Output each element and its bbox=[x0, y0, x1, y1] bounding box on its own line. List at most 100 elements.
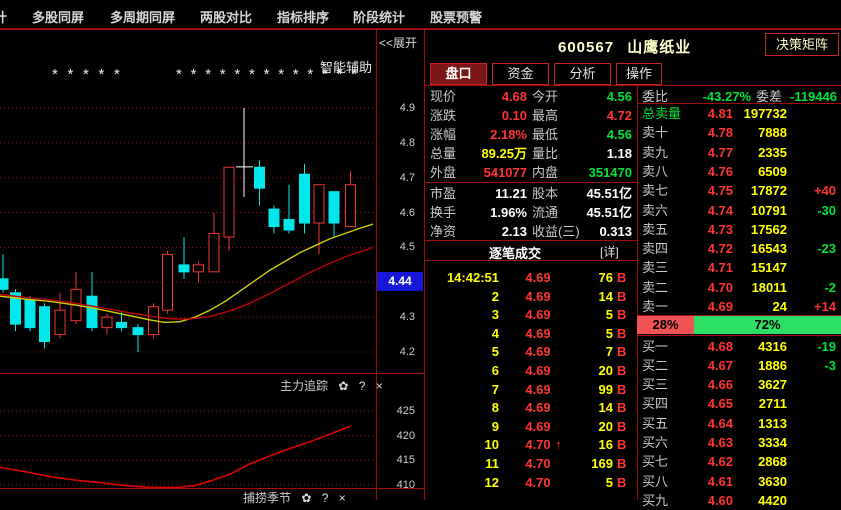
level-label: 买六 bbox=[642, 435, 669, 450]
order-level-row[interactable]: 买二 4.67 1886 -3 bbox=[637, 356, 841, 375]
level-price: 4.61 bbox=[707, 473, 733, 489]
level-label: 买四 bbox=[642, 396, 669, 412]
quote-label: 内盘 bbox=[532, 165, 559, 180]
order-level-row[interactable]: 买七 4.62 2868 bbox=[637, 452, 841, 471]
tab-caozuo[interactable]: 操作 bbox=[616, 63, 662, 85]
trade-volume: 169 bbox=[591, 456, 613, 471]
divider bbox=[637, 315, 841, 316]
trade-price: 4.69 bbox=[525, 307, 551, 323]
order-level-row[interactable]: 买三 4.66 3627 bbox=[637, 375, 841, 394]
axis-tick-label: 4.9 bbox=[399, 102, 415, 114]
level-label: 买五 bbox=[642, 415, 669, 431]
gear-icon[interactable]: ✿ bbox=[301, 491, 312, 505]
signal-star-icon: * bbox=[190, 66, 197, 83]
menu-item-multi-stock[interactable]: 多股同屏 bbox=[32, 10, 85, 25]
order-level-row[interactable]: 卖八 4.76 6509 bbox=[637, 162, 841, 181]
level-change: -23 bbox=[817, 241, 836, 257]
trade-price: 4.69 bbox=[525, 344, 551, 360]
signal-star-icon: * bbox=[263, 66, 270, 83]
help-icon[interactable]: ? bbox=[358, 379, 366, 393]
menu-item-stock-alert[interactable]: 股票预警 bbox=[430, 10, 483, 25]
order-level-row[interactable]: 买一 4.68 4316 -19 bbox=[637, 337, 841, 356]
trade-time: 10 bbox=[484, 437, 499, 453]
close-icon[interactable]: × bbox=[375, 379, 383, 393]
order-level-row[interactable]: 买五 4.64 1313 bbox=[637, 414, 841, 433]
trade-row: 2 4.69 14 B bbox=[425, 287, 637, 306]
gear-icon[interactable]: ✿ bbox=[338, 379, 349, 393]
quote-row: 涨跌 0.10 最高 4.72 bbox=[425, 106, 637, 125]
trade-volume: 14 bbox=[598, 288, 613, 304]
trade-time: 9 bbox=[491, 418, 499, 434]
tab-pankou[interactable]: 盘口 bbox=[430, 63, 487, 85]
level-volume: 3627 bbox=[758, 377, 787, 393]
order-level-row[interactable]: 卖十 4.78 7888 bbox=[637, 123, 841, 142]
trade-volume: 76 bbox=[598, 270, 613, 285]
quote-label: 外盘 bbox=[430, 165, 457, 180]
trade-price: 4.69 bbox=[525, 400, 551, 416]
divider bbox=[0, 28, 841, 30]
weibi-label: 委比 bbox=[642, 89, 669, 104]
quote-value: 1.96% bbox=[490, 205, 527, 220]
order-level-row[interactable]: 买六 4.63 3334 bbox=[637, 433, 841, 452]
quote-value: 0.313 bbox=[599, 224, 632, 239]
order-level-row[interactable]: 卖九 4.77 2335 bbox=[637, 143, 841, 162]
order-level-row[interactable]: 买四 4.65 2711 bbox=[637, 394, 841, 413]
menu-item-partial[interactable]: 计 bbox=[0, 10, 8, 25]
order-level-row[interactable]: 买八 4.61 3630 bbox=[637, 472, 841, 491]
close-icon[interactable]: × bbox=[338, 491, 346, 505]
signal-star-icon: * bbox=[336, 66, 343, 83]
menu-item-multi-period[interactable]: 多周期同屏 bbox=[110, 10, 176, 25]
signal-star-icon: * bbox=[52, 66, 58, 83]
order-level-row[interactable]: 卖三 4.71 15147 bbox=[637, 258, 841, 277]
level-price: 4.78 bbox=[707, 125, 733, 141]
quote-row: 总量 89.25万 量比 1.18 bbox=[425, 144, 637, 163]
level-label: 卖七 bbox=[642, 183, 669, 199]
order-level-row[interactable]: 买九 4.60 4420 bbox=[637, 491, 841, 510]
quote-value: 45.51亿 bbox=[586, 186, 632, 201]
quote-label: 涨幅 bbox=[430, 127, 457, 142]
signal-star-icon: * bbox=[67, 66, 74, 83]
divider bbox=[425, 85, 841, 86]
candle-body bbox=[24, 299, 36, 329]
order-level-row[interactable]: 卖四 4.72 16543 -23 bbox=[637, 239, 841, 258]
trade-row: 7 4.69 99 B bbox=[425, 380, 637, 399]
tab-zijin[interactable]: 资金 bbox=[492, 63, 549, 85]
order-level-row[interactable]: 卖六 4.74 10791 -30 bbox=[637, 201, 841, 220]
trade-row: 6 4.69 20 B bbox=[425, 361, 637, 380]
level-label: 卖四 bbox=[642, 241, 669, 257]
tracker-chart[interactable] bbox=[0, 374, 376, 488]
signal-star-icon: * bbox=[292, 66, 299, 83]
candlestick-chart[interactable] bbox=[0, 30, 376, 373]
order-level-row[interactable]: 卖五 4.73 17562 bbox=[637, 220, 841, 239]
candle-body bbox=[178, 264, 190, 273]
candle-body bbox=[162, 253, 173, 311]
level-price: 4.77 bbox=[707, 144, 733, 160]
level-price: 4.65 bbox=[707, 396, 733, 412]
decision-matrix-button[interactable]: 决策矩阵 bbox=[765, 33, 839, 56]
stock-title: 600567 山鹰纸业 bbox=[558, 36, 691, 57]
tick-panel-title: 逐笔成交 bbox=[488, 246, 541, 261]
help-icon[interactable]: ? bbox=[321, 491, 329, 505]
level-price: 4.69 bbox=[707, 299, 733, 314]
trade-time: 7 bbox=[491, 381, 499, 397]
tick-detail-link[interactable]: [详] bbox=[600, 245, 619, 259]
quote-label: 换手 bbox=[430, 205, 457, 220]
level-volume: 16543 bbox=[750, 241, 787, 257]
level-price: 4.76 bbox=[707, 163, 733, 179]
menu-item-compare[interactable]: 两股对比 bbox=[200, 10, 253, 25]
quote-row: 换手 1.96% 流通 45.51亿 bbox=[425, 203, 637, 222]
quote-label: 最低 bbox=[532, 127, 559, 142]
level-price: 4.66 bbox=[707, 377, 733, 393]
quote-value: 45.51亿 bbox=[586, 205, 632, 220]
expand-button[interactable]: <<展开 bbox=[379, 36, 418, 50]
tracker-tick-label: 415 bbox=[396, 454, 415, 467]
order-level-row[interactable]: 卖二 4.70 18011 -2 bbox=[637, 278, 841, 297]
order-level-row[interactable]: 总卖量 4.81 197732 bbox=[637, 104, 841, 123]
order-level-row[interactable]: 卖七 4.75 17872 +40 bbox=[637, 181, 841, 200]
menu-item-stage-stats[interactable]: 阶段统计 bbox=[353, 10, 406, 25]
menu-item-indicator-sort[interactable]: 指标排序 bbox=[277, 10, 330, 25]
level-label: 卖八 bbox=[642, 163, 669, 179]
tab-fenxi[interactable]: 分析 bbox=[554, 63, 611, 85]
order-level-row[interactable]: 卖一 4.69 24 +14 bbox=[637, 297, 841, 316]
